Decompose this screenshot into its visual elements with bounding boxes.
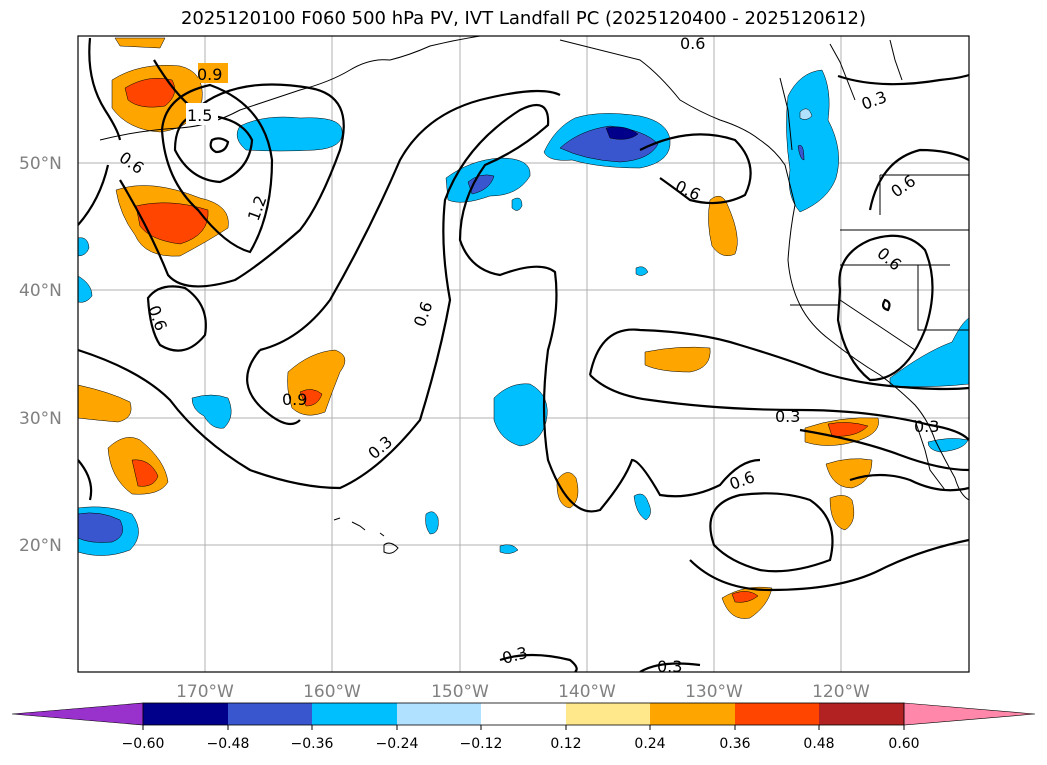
- contour-label: 0.3: [500, 643, 530, 668]
- contour-label: 0.3: [914, 417, 939, 436]
- map-area: [78, 36, 969, 672]
- contour-label: 0.6: [680, 34, 705, 53]
- longitude-labels: 170°W 160°W 150°W 140°W 130°W 120°W: [176, 682, 870, 702]
- lon-label: 120°W: [812, 682, 870, 702]
- contour-label: 0.6: [887, 171, 919, 201]
- map-title: 2025120100 F060 500 hPa PV, IVT Landfall…: [180, 8, 867, 29]
- contour-label: 0.3: [859, 87, 889, 114]
- colorbar-tick-label: −0.24: [376, 736, 419, 752]
- colorbar-segment: [143, 703, 228, 725]
- lat-label: 40°N: [19, 281, 62, 301]
- colorbar-segment: [228, 703, 312, 725]
- colorbar-segment: [819, 703, 904, 725]
- map-frame: [77, 35, 970, 673]
- colorbar-frame: [142, 702, 905, 726]
- coastlines: [99, 36, 969, 554]
- lat-label: 30°N: [19, 409, 62, 429]
- colorbar-segment: [481, 703, 566, 725]
- colorbar-tick-label: 0.36: [719, 736, 750, 752]
- contour-label: 0.9: [282, 390, 307, 409]
- latitude-labels: 50°N 40°N 30°N 20°N: [19, 154, 62, 556]
- colorbar-segment: [650, 703, 735, 725]
- colorbar-tick-label: −0.36: [291, 736, 334, 752]
- pv-contours: [78, 37, 969, 672]
- negative-ivt-anomalies: [78, 69, 969, 556]
- colorbar-tick-label: 0.12: [550, 736, 581, 752]
- contour-label: 0.6: [410, 299, 437, 329]
- positive-ivt-anomalies: [78, 37, 879, 619]
- contour-label: 0.3: [775, 407, 800, 426]
- colorbar-segment: [312, 703, 397, 725]
- contour-label: 0.6: [672, 176, 703, 204]
- lon-label: 150°W: [431, 682, 489, 702]
- contour-label: 0.6: [873, 244, 905, 275]
- colorbar-ticks: [142, 725, 905, 730]
- colorbar-tick-label: −0.12: [460, 736, 503, 752]
- colorbar: −0.60 −0.48 −0.36 −0.24 −0.12 0.12 0.24 …: [11, 702, 1036, 752]
- lon-label: 170°W: [176, 682, 234, 702]
- colorbar-segment: [397, 703, 481, 725]
- contour-label: 1.2: [244, 193, 271, 223]
- contour-label: 0.6: [727, 467, 757, 494]
- lon-label: 160°W: [303, 682, 361, 702]
- colorbar-tick-label: 0.60: [888, 736, 919, 752]
- colorbar-tick-label: −0.60: [122, 736, 165, 752]
- colorbar-tick-label: 0.24: [634, 736, 665, 752]
- contour-label: 0.6: [116, 148, 148, 178]
- lon-label: 130°W: [685, 682, 743, 702]
- colorbar-extend-left: [11, 702, 144, 726]
- contour-label: 0.6: [144, 303, 171, 333]
- gridlines: [78, 36, 969, 672]
- colorbar-segment: [566, 703, 650, 725]
- lon-label: 140°W: [558, 682, 616, 702]
- colorbar-tick-label: 0.48: [803, 736, 834, 752]
- lat-label: 20°N: [19, 536, 62, 556]
- contour-label: 1.5: [187, 106, 212, 125]
- lat-label: 50°N: [19, 154, 62, 174]
- colorbar-tick-label: −0.48: [207, 736, 250, 752]
- contour-label: 0.3: [657, 657, 682, 676]
- contour-label: 0.3: [364, 432, 396, 463]
- colorbar-segment: [735, 703, 819, 725]
- colorbar-extend-right: [903, 702, 1036, 726]
- contour-label: 0.9: [197, 65, 222, 84]
